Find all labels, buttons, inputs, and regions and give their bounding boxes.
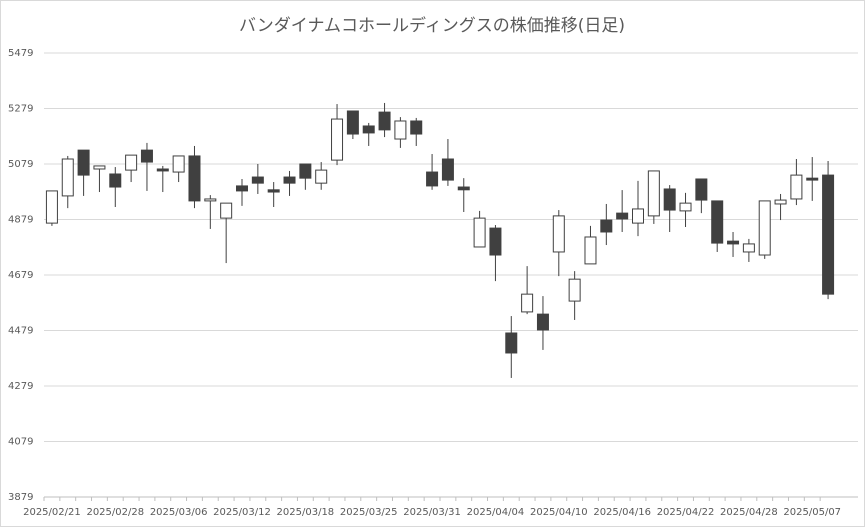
candle-body <box>489 227 502 256</box>
candle-body <box>758 200 771 256</box>
x-tick-label: 2025/04/22 <box>657 507 715 518</box>
candle-body <box>679 202 692 212</box>
candle-body <box>172 155 185 173</box>
candle-body <box>568 278 581 302</box>
candle-body <box>125 154 138 171</box>
candle-body <box>600 219 613 233</box>
candle-body <box>93 165 106 170</box>
candle-body <box>251 176 264 184</box>
candle-body <box>156 168 169 172</box>
candle-body <box>45 190 58 224</box>
candle-body <box>695 178 708 201</box>
candle-body <box>441 158 454 181</box>
x-tick-label: 2025/02/21 <box>23 507 81 518</box>
candle-body <box>220 202 233 219</box>
y-tick-label: 5479 <box>8 48 33 59</box>
y-tick-label: 5279 <box>8 104 33 115</box>
candle-body <box>394 120 407 140</box>
candle-body <box>822 174 835 295</box>
candle-body <box>267 189 280 193</box>
candle-body <box>236 185 248 192</box>
y-tick-label: 4279 <box>8 381 33 392</box>
candle-body <box>378 111 391 131</box>
candle-body <box>711 200 724 244</box>
candle-body <box>632 208 644 224</box>
candle-body <box>663 188 676 211</box>
candle-body <box>331 118 344 161</box>
candle-body <box>410 120 423 135</box>
candle-body <box>473 217 486 248</box>
y-tick-label: 3879 <box>8 492 33 503</box>
x-tick-label: 2025/03/18 <box>277 507 335 518</box>
candle-body <box>346 110 359 135</box>
candle-body <box>774 199 787 205</box>
y-tick-label: 4079 <box>8 437 33 448</box>
candle-body <box>790 174 803 200</box>
x-tick-label: 2025/04/04 <box>467 507 525 518</box>
candle-body <box>647 170 660 217</box>
candle-body <box>616 212 629 220</box>
candle-body <box>362 125 375 134</box>
candle-body <box>109 173 122 188</box>
x-tick-label: 2025/03/25 <box>340 507 398 518</box>
y-tick-label: 4879 <box>8 215 33 226</box>
candle-body <box>299 163 312 179</box>
candle-body <box>315 169 328 184</box>
chart-title: バンダイナムコホールディングスの株価推移(日足) <box>239 15 625 36</box>
x-tick-label: 2025/04/10 <box>530 507 588 518</box>
candle-body <box>521 293 534 313</box>
candle-body <box>283 176 296 184</box>
y-tick-label: 4679 <box>8 270 33 281</box>
candle-body <box>77 149 90 176</box>
x-tick-label: 2025/02/28 <box>86 507 144 518</box>
candle-body <box>61 158 74 197</box>
x-tick-label: 2025/03/06 <box>150 507 208 518</box>
candle-body <box>140 149 153 163</box>
y-tick-label: 4479 <box>8 326 33 337</box>
candle-body <box>742 243 755 253</box>
x-tick-label: 2025/03/31 <box>403 507 461 518</box>
x-tick-label: 2025/04/16 <box>593 507 651 518</box>
candle-body <box>505 332 518 354</box>
candle-body <box>536 313 549 331</box>
candle-body <box>457 186 470 191</box>
x-tick-label: 2025/03/12 <box>213 507 271 518</box>
candle-body <box>188 155 201 202</box>
candle-body <box>204 198 217 202</box>
candle-body <box>552 215 565 253</box>
candle-body <box>727 240 740 245</box>
x-tick-label: 2025/05/07 <box>783 507 841 518</box>
x-tick-label: 2025/04/28 <box>720 507 778 518</box>
candle-body <box>426 171 439 187</box>
candle-body <box>584 236 597 265</box>
candle-body <box>806 177 819 181</box>
y-tick-label: 5079 <box>8 159 33 170</box>
